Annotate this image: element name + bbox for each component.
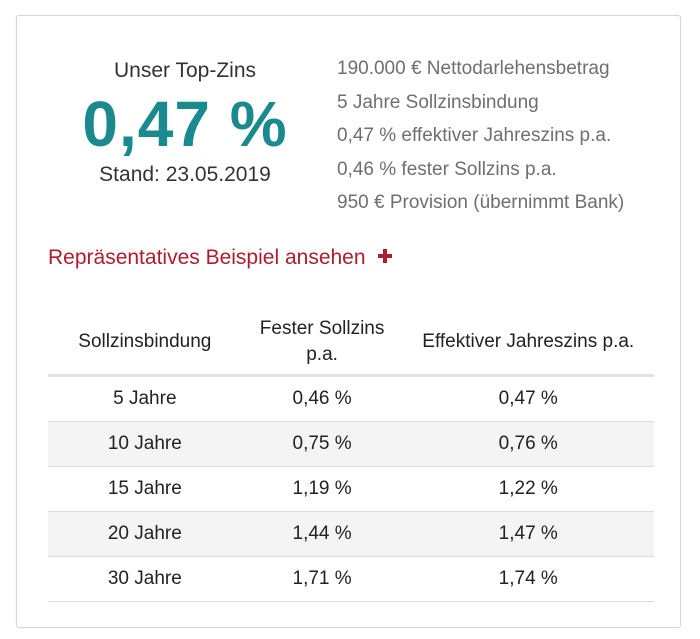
representative-example-label: Repräsentatives Beispiel ansehen	[48, 246, 366, 269]
cell-period: 10 Jahre	[48, 421, 242, 467]
cell-nominal-rate: 1,71 %	[241, 556, 403, 602]
detail-effective-rate: 0,47 % effektiver Jahreszins p.a.	[337, 125, 612, 146]
cell-nominal-rate: 0,75 %	[241, 421, 403, 467]
cell-effective-rate: 0,76 %	[402, 421, 654, 467]
detail-loan-amount: 190.000 € Nettodarlehensbetrag	[337, 58, 610, 79]
detail-nominal-rate: 0,46 % fester Sollzins p.a.	[337, 158, 557, 180]
cell-period: 5 Jahre	[48, 375, 242, 422]
header-sollzinsbindung: Sollzinsbindung	[78, 331, 212, 352]
cell-effective-rate: 1,74 %	[402, 556, 654, 602]
rate-card: Unser Top-Zins 0,47 % Stand: 23.05.2019 …	[16, 15, 681, 628]
cell-effective-rate: 0,47 %	[402, 375, 654, 422]
cell-period: 30 Jahre	[48, 556, 242, 602]
loan-details-list: 190.000 € Nettodarlehensbetrag 5 Jahre S…	[337, 52, 624, 220]
header-effektiver-jahreszins: Effektiver Jahreszins p.a.	[422, 331, 635, 352]
cell-effective-rate: 1,47 %	[402, 511, 654, 557]
plus-icon	[377, 249, 392, 263]
table-row: 30 Jahre 1,71 % 1,74 %	[48, 556, 654, 602]
top-rate-box: Unser Top-Zins 0,47 % Stand: 23.05.2019	[69, 58, 301, 188]
table-row: 15 Jahre 1,19 % 1,22 %	[48, 466, 654, 512]
cell-nominal-rate: 1,19 %	[241, 466, 403, 512]
representative-example-link[interactable]: Repräsentatives Beispiel ansehen	[48, 244, 392, 272]
table-header-row: Sollzinsbindung Fester Sollzins p.a. Eff…	[48, 310, 654, 376]
cell-effective-rate: 1,22 %	[402, 466, 654, 512]
rate-date: Stand: 23.05.2019	[99, 163, 271, 186]
top-rate-label: Unser Top-Zins	[114, 59, 256, 82]
detail-fixed-period: 5 Jahre Sollzinsbindung	[337, 91, 539, 113]
cell-period: 15 Jahre	[48, 466, 242, 512]
cell-nominal-rate: 0,46 %	[241, 375, 403, 422]
cell-nominal-rate: 1,44 %	[241, 511, 403, 557]
top-rate-value: 0,47 %	[82, 88, 288, 160]
table-row: 10 Jahre 0,75 % 0,76 %	[48, 421, 654, 467]
rates-table: Sollzinsbindung Fester Sollzins p.a. Eff…	[48, 310, 654, 602]
detail-commission: 950 € Provision (übernimmt Bank)	[337, 192, 625, 213]
header-fester-sollzins: Fester Sollzins p.a.	[259, 318, 385, 365]
cell-period: 20 Jahre	[48, 511, 242, 557]
table-row: 5 Jahre 0,46 % 0,47 %	[48, 375, 654, 422]
table-row: 20 Jahre 1,44 % 1,47 %	[48, 511, 654, 557]
